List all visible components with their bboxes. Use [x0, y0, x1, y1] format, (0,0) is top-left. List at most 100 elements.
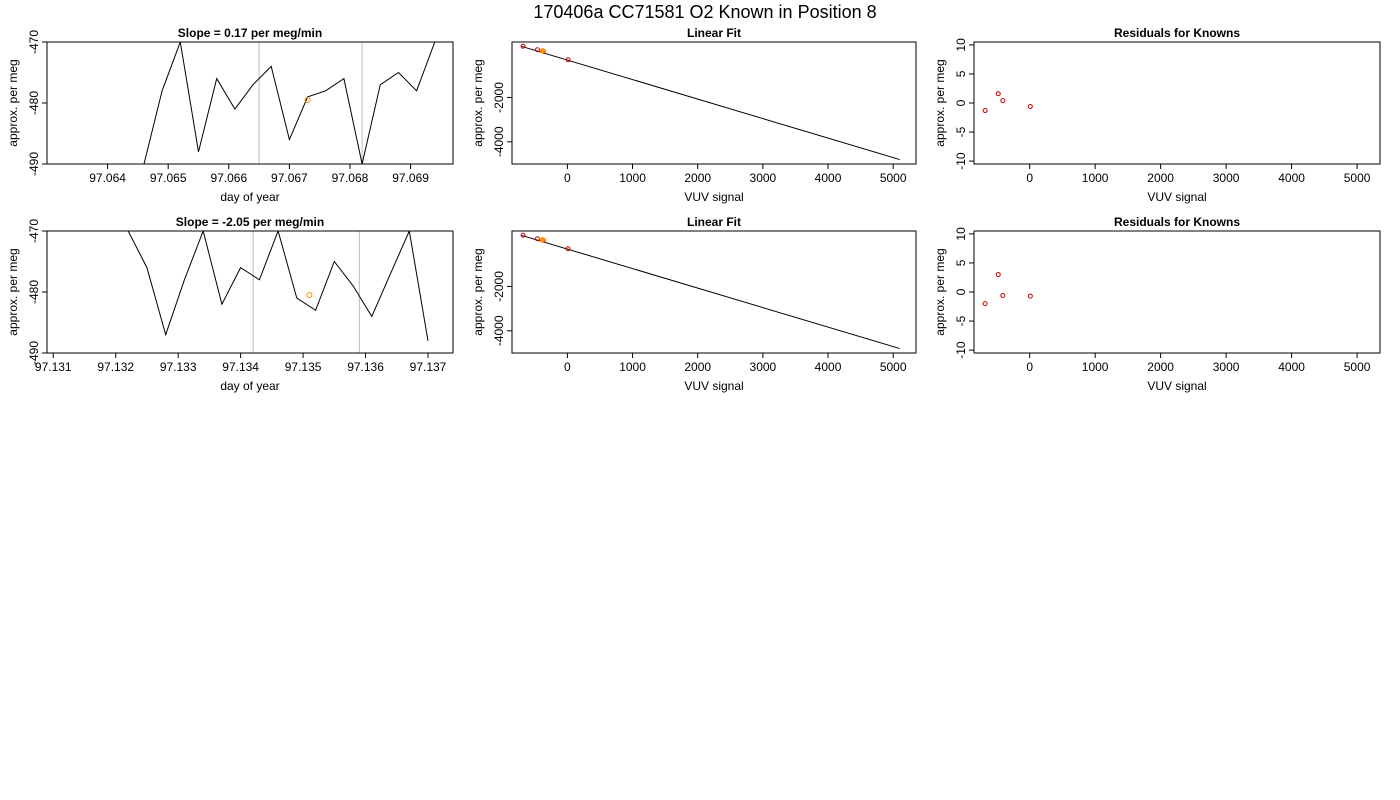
x-tick-label: 0 [564, 171, 571, 185]
x-tick-label: 97.131 [35, 360, 72, 374]
chart-panel-4: Slope = -2.05 per meg/min 97.131 97.132 97.… [6, 215, 454, 393]
x-tick-label: 1000 [1082, 171, 1109, 185]
x-tick-label: 97.136 [347, 360, 384, 374]
known-point [534, 47, 540, 53]
x-tick-label: 1000 [1082, 360, 1109, 374]
plot-area [520, 43, 900, 161]
x-axis-label: VUV signal [1147, 190, 1206, 204]
known-point [520, 232, 526, 238]
x-tick-label: 97.068 [332, 171, 369, 185]
y-tick-label: 0 [954, 99, 968, 106]
x-tick-label: 97.133 [160, 360, 197, 374]
y-tick-label: 10 [954, 38, 968, 52]
known-point [565, 57, 571, 63]
sample-point [539, 237, 546, 243]
y-tick-label: -480 [27, 280, 41, 304]
known-point [1000, 292, 1006, 298]
x-tick-label: 97.064 [89, 171, 126, 185]
x-tick-label: 5000 [1344, 171, 1371, 185]
chart-title: Linear Fit [687, 26, 741, 40]
plot-area [143, 42, 436, 164]
fit-line [521, 234, 900, 350]
y-tick-label: -5 [954, 315, 968, 326]
plot-frame [973, 230, 1381, 354]
x-tick-label: 5000 [880, 171, 907, 185]
x-tick-label: 0 [1026, 171, 1033, 185]
x-tick-label: 4000 [1278, 171, 1305, 185]
x-tick-label: 97.134 [222, 360, 259, 374]
highlight-point [304, 96, 311, 103]
y-tick-label: -490 [27, 341, 41, 365]
chart-title: Slope = -2.05 per meg/min [176, 215, 324, 229]
x-axis-label: day of year [220, 379, 279, 393]
x-tick-label: 2000 [1147, 171, 1174, 185]
plot-frame [973, 41, 1381, 165]
y-tick-label: -10 [954, 152, 968, 170]
known-point [1000, 98, 1006, 104]
chart-panel-6: Residuals for Knowns 0 1000 2000 3000 4000 500… [933, 215, 1381, 393]
x-axis-label: day of year [220, 190, 279, 204]
x-tick-label: 0 [564, 360, 571, 374]
x-tick-label: 3000 [1213, 360, 1240, 374]
chart-title: Linear Fit [687, 215, 741, 229]
chart-panel-3: Residuals for Knowns 0 1000 2000 3000 4000 500… [933, 26, 1381, 204]
y-tick-label: 5 [954, 70, 968, 77]
y-tick-label: -2000 [492, 82, 506, 113]
plot-frame [511, 230, 917, 354]
plot-area [982, 272, 1033, 307]
known-point [995, 272, 1001, 278]
plot-frame [511, 41, 917, 165]
x-tick-label: 2000 [684, 171, 711, 185]
plot-frame [46, 41, 454, 165]
plot-area [520, 232, 900, 350]
x-tick-label: 5000 [880, 360, 907, 374]
y-tick-label: -4000 [492, 315, 506, 346]
x-tick-label: 3000 [1213, 171, 1240, 185]
x-tick-label: 97.069 [392, 171, 429, 185]
y-tick-label: -470 [27, 30, 41, 54]
known-point [982, 301, 988, 307]
known-point [1027, 103, 1033, 109]
series-line [127, 231, 429, 341]
known-point [534, 236, 540, 242]
x-tick-label: 2000 [684, 360, 711, 374]
chart-title: Residuals for Knowns [1114, 215, 1240, 229]
y-tick-label: -480 [27, 91, 41, 115]
plot-area [982, 91, 1033, 114]
plot-area [127, 231, 429, 353]
known-point [1027, 293, 1033, 299]
chart-panel-5: Linear Fit 0 1000 2000 3000 4000 5000 -4000 -200… [471, 215, 917, 393]
x-tick-label: 2000 [1147, 360, 1174, 374]
x-axis-label: VUV signal [684, 379, 743, 393]
x-tick-label: 3000 [750, 360, 777, 374]
x-axis-label: VUV signal [684, 190, 743, 204]
x-tick-label: 97.132 [97, 360, 134, 374]
x-tick-label: 1000 [619, 171, 646, 185]
y-axis-label: approx. per meg [933, 59, 947, 146]
y-tick-label: -490 [27, 152, 41, 176]
highlight-point [306, 292, 313, 299]
x-tick-label: 5000 [1344, 360, 1371, 374]
plot-frame [46, 230, 454, 354]
known-point [565, 246, 571, 252]
known-point [982, 108, 988, 114]
x-tick-label: 4000 [815, 171, 842, 185]
sample-point [539, 48, 546, 54]
x-tick-label: 3000 [750, 171, 777, 185]
y-axis-label: approx. per meg [933, 248, 947, 335]
x-axis-label: VUV signal [1147, 379, 1206, 393]
y-tick-label: -5 [954, 126, 968, 137]
known-point [520, 43, 526, 49]
x-tick-label: 97.066 [210, 171, 247, 185]
y-axis-label: approx. per meg [6, 59, 20, 146]
x-tick-label: 97.067 [271, 171, 308, 185]
y-axis-label: approx. per meg [6, 248, 20, 335]
series-line [143, 42, 436, 164]
y-tick-label: -2000 [492, 271, 506, 302]
y-axis-label: approx. per meg [471, 248, 485, 335]
x-tick-label: 97.065 [150, 171, 187, 185]
x-tick-label: 4000 [1278, 360, 1305, 374]
y-axis-label: approx. per meg [471, 59, 485, 146]
chart-panel-2: Linear Fit 0 1000 2000 3000 4000 5000 -4000 -200… [471, 26, 917, 204]
